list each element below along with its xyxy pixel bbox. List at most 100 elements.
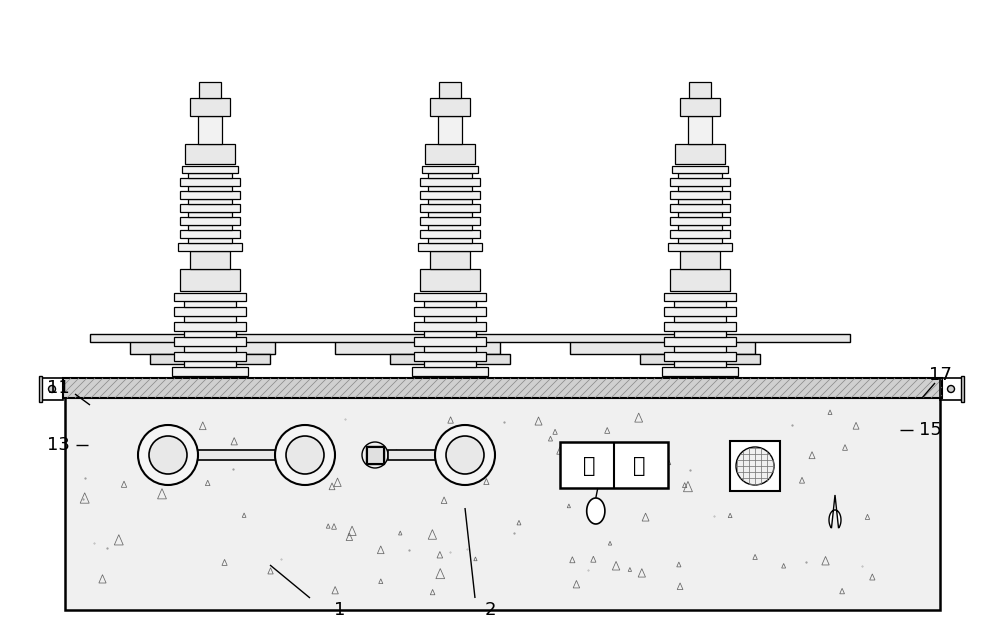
Bar <box>390 354 510 364</box>
Bar <box>174 307 246 316</box>
Bar <box>184 361 236 367</box>
Bar <box>425 144 475 164</box>
Circle shape <box>138 425 198 485</box>
Bar <box>670 191 730 199</box>
Bar <box>420 269 480 291</box>
Bar <box>664 322 736 331</box>
Bar <box>180 269 240 291</box>
Circle shape <box>736 447 774 485</box>
Bar <box>174 322 246 331</box>
Bar <box>678 186 722 191</box>
Bar <box>670 178 730 186</box>
Bar <box>199 82 221 98</box>
Bar <box>150 354 270 364</box>
Bar <box>961 376 964 402</box>
Bar <box>664 293 736 301</box>
Bar <box>422 166 478 173</box>
Bar <box>188 199 232 204</box>
Bar <box>41 378 63 400</box>
Bar <box>412 367 488 376</box>
Circle shape <box>435 425 495 485</box>
Bar <box>674 346 726 352</box>
Bar <box>414 322 486 331</box>
Text: 1: 1 <box>334 601 346 619</box>
Bar <box>63 378 942 398</box>
Bar <box>430 98 470 116</box>
Bar <box>560 442 668 488</box>
Polygon shape <box>587 498 605 524</box>
Bar <box>39 376 42 402</box>
Text: 13: 13 <box>47 436 69 454</box>
Bar <box>670 204 730 212</box>
Bar <box>196 376 224 394</box>
Bar <box>184 301 236 307</box>
Bar <box>130 340 275 354</box>
Bar <box>65 395 940 610</box>
Bar <box>184 316 236 322</box>
Text: 11: 11 <box>47 379 69 397</box>
Bar <box>367 447 383 463</box>
Bar <box>414 293 486 301</box>
Bar <box>428 186 472 191</box>
Bar <box>180 230 240 238</box>
Bar <box>674 316 726 322</box>
Bar <box>664 352 736 361</box>
Bar <box>680 98 720 116</box>
Bar <box>388 450 443 460</box>
Bar <box>168 450 305 460</box>
Bar <box>182 166 238 173</box>
Circle shape <box>48 386 56 392</box>
Bar <box>674 331 726 337</box>
Text: 15: 15 <box>919 421 941 439</box>
Circle shape <box>275 425 335 485</box>
Bar <box>662 367 738 376</box>
Bar <box>664 337 736 346</box>
Bar <box>188 238 232 243</box>
Bar <box>428 173 472 178</box>
Text: 17: 17 <box>929 366 951 384</box>
Bar <box>190 98 230 116</box>
Bar <box>188 173 232 178</box>
Bar <box>428 225 472 230</box>
Polygon shape <box>829 495 841 528</box>
Bar <box>428 199 472 204</box>
Bar <box>420 217 480 225</box>
Bar <box>678 212 722 217</box>
Bar <box>424 361 476 367</box>
Bar <box>640 354 760 364</box>
Bar <box>670 217 730 225</box>
Bar <box>366 446 384 464</box>
Bar <box>670 269 730 291</box>
Bar <box>424 331 476 337</box>
Bar <box>678 225 722 230</box>
Bar <box>172 367 248 376</box>
Bar <box>689 82 711 98</box>
Bar <box>188 212 232 217</box>
Bar <box>430 251 470 269</box>
Text: 分: 分 <box>583 456 595 476</box>
Bar <box>420 178 480 186</box>
Bar <box>335 340 500 354</box>
Bar <box>438 116 462 144</box>
Text: 2: 2 <box>484 601 496 619</box>
Bar <box>670 230 730 238</box>
Bar <box>428 238 472 243</box>
Bar <box>414 352 486 361</box>
Bar <box>414 307 486 316</box>
Bar <box>675 144 725 164</box>
Circle shape <box>286 436 324 474</box>
Bar <box>184 346 236 352</box>
Bar <box>420 230 480 238</box>
Bar <box>688 116 712 144</box>
Bar <box>420 191 480 199</box>
Bar <box>174 352 246 361</box>
Bar <box>188 186 232 191</box>
Bar <box>424 316 476 322</box>
Bar <box>418 243 482 251</box>
Bar <box>180 204 240 212</box>
Bar <box>678 199 722 204</box>
Bar <box>678 238 722 243</box>
Bar <box>180 178 240 186</box>
Bar <box>180 191 240 199</box>
Bar <box>424 301 476 307</box>
